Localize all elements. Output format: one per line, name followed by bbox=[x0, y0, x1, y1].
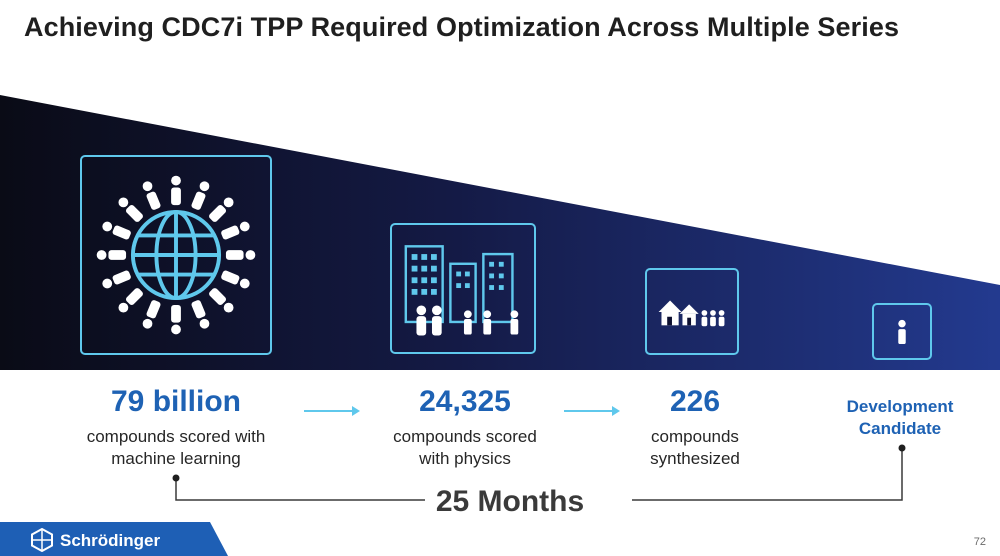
stage-3-desc-line2: synthesized bbox=[650, 449, 740, 468]
brand-logo-icon bbox=[31, 528, 53, 552]
timeline-end-dot bbox=[898, 444, 906, 452]
stage-4-tile bbox=[872, 303, 932, 360]
brand-name: Schrödinger bbox=[60, 531, 161, 550]
stage-3-value: 226 bbox=[669, 385, 721, 418]
stage-2-tile bbox=[390, 223, 536, 354]
globe-crowd-icon bbox=[96, 175, 256, 335]
stage-3-description: compounds synthesized bbox=[620, 426, 770, 470]
stage-3-tile bbox=[645, 268, 739, 355]
person-icon bbox=[898, 319, 906, 345]
stage-2-value: 24,325 bbox=[419, 385, 511, 418]
city-icon bbox=[404, 245, 519, 336]
stage-2-desc-line2: with physics bbox=[419, 449, 511, 468]
stage-2-description: compounds scored with physics bbox=[365, 426, 565, 470]
timeline-start-dot bbox=[172, 474, 180, 482]
page-title: Achieving CDC7i TPP Required Optimizatio… bbox=[24, 12, 900, 42]
page-number: 72 bbox=[973, 536, 986, 548]
stage-1-tile bbox=[80, 155, 272, 355]
footer-logo-band bbox=[0, 522, 228, 556]
arrow-2 bbox=[564, 406, 620, 416]
timeline-line bbox=[175, 448, 903, 501]
stage-3-desc-line1: compounds bbox=[651, 427, 739, 446]
stage-1-description: compounds scored with machine learning bbox=[56, 426, 296, 470]
stage-2-desc-line1: compounds scored bbox=[393, 427, 537, 446]
stage-1-desc-line1: compounds scored with bbox=[86, 427, 266, 446]
stage-4-value: Development Candidate bbox=[830, 396, 970, 440]
arrow-1 bbox=[304, 406, 360, 416]
stage-1-desc-line2: machine learning bbox=[111, 449, 241, 468]
stage-4-line2: Candidate bbox=[858, 419, 942, 438]
stage-4-line1: Development bbox=[846, 397, 954, 416]
village-icon bbox=[658, 300, 725, 327]
stage-1-value: 79 billion bbox=[110, 385, 242, 418]
timeline-label: 25 Months bbox=[435, 485, 585, 518]
